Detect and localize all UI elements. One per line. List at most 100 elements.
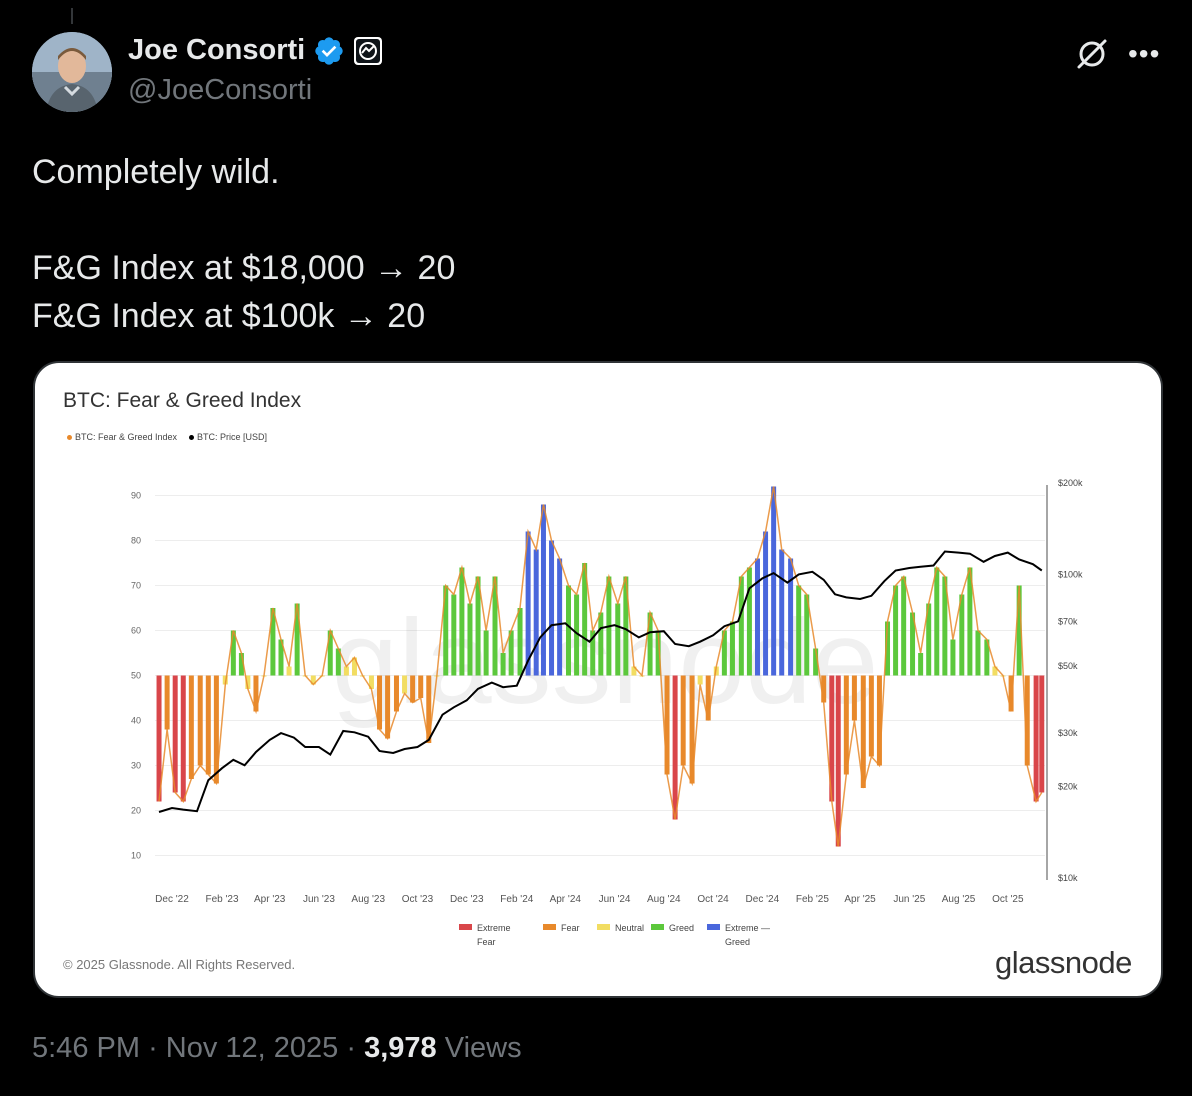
fng-bar <box>156 675 162 802</box>
y-right-tick-label: $200k <box>1058 478 1083 488</box>
zone-legend-label: Extreme — <box>725 923 770 933</box>
x-tick-label: Aug '24 <box>647 894 681 905</box>
fng-bar <box>615 603 621 676</box>
y-left-tick-label: 60 <box>131 626 141 636</box>
fng-bar <box>164 675 170 730</box>
x-tick-label: Apr '24 <box>550 894 582 905</box>
fng-bar <box>631 666 637 676</box>
glassnode-logo: glassnode <box>995 945 1132 980</box>
x-tick-label: Dec '23 <box>450 894 484 905</box>
x-tick-label: Jun '23 <box>303 894 335 905</box>
fng-bar <box>910 612 916 676</box>
fng-bar <box>788 558 794 676</box>
x-tick-label: Oct '24 <box>697 894 729 905</box>
legend-item-price: BTC: Price [USD] <box>189 432 267 442</box>
fng-bar <box>500 653 506 676</box>
author-handle[interactable]: @JoeConsorti <box>128 74 313 106</box>
verified-badge-icon[interactable] <box>313 35 345 67</box>
tweet-line <box>32 196 455 244</box>
fng-bar <box>549 540 555 676</box>
fng-bar <box>647 612 653 676</box>
fng-bar <box>245 675 251 689</box>
tweet-date[interactable]: Nov 12, 2025 <box>165 1032 339 1064</box>
tweet-line: Completely wild. <box>32 153 280 191</box>
tweet-time[interactable]: 5:46 PM <box>32 1032 140 1064</box>
fng-bar <box>230 630 236 676</box>
fng-bar <box>901 576 907 676</box>
y-left-tick-label: 40 <box>131 716 141 726</box>
fng-bar <box>508 630 514 676</box>
fng-bar <box>582 563 588 676</box>
fng-bar <box>172 675 178 793</box>
fng-bar <box>851 675 857 721</box>
fng-bar <box>967 567 973 676</box>
fng-bar <box>1024 675 1030 766</box>
fng-bar <box>992 666 998 676</box>
zone-legend-swatch <box>543 924 556 930</box>
fng-bar <box>689 675 695 784</box>
fng-bar <box>1039 675 1045 793</box>
fng-bar <box>1016 585 1022 676</box>
fng-bar <box>918 653 924 676</box>
media-card[interactable]: BTC: Fear & Greed Index BTC: Fear & Gree… <box>33 361 1163 998</box>
fng-bar <box>959 594 965 676</box>
series-legend: BTC: Fear & Greed Index BTC: Price [USD] <box>67 432 267 442</box>
fng-bar <box>804 594 810 676</box>
fng-bar <box>377 675 383 730</box>
y-left-tick-label: 70 <box>131 581 141 591</box>
fng-bar <box>746 567 752 676</box>
tweet-line: F&G Index at $100k → 20 <box>32 297 426 335</box>
zone-legend-swatch <box>459 924 472 930</box>
fng-bar <box>385 675 391 739</box>
fng-bar <box>950 639 956 676</box>
zone-legend-label: Neutral <box>615 923 644 933</box>
tweet-line: F&G Index at $18,000 → 20 <box>32 249 456 287</box>
fng-bar <box>754 558 760 676</box>
fng-bar <box>813 648 819 676</box>
legend-dot-icon <box>189 435 195 441</box>
views-label: Views <box>444 1032 522 1064</box>
fng-bar <box>843 675 849 775</box>
views-count: 3,978 <box>364 1032 437 1064</box>
fng-bar <box>294 603 300 676</box>
fng-bar <box>492 576 498 676</box>
fng-bar <box>213 675 219 784</box>
author-name[interactable]: Joe Consorti <box>128 34 306 66</box>
fng-bar <box>475 576 481 676</box>
grok-icon[interactable] <box>1074 36 1110 72</box>
fng-bar <box>860 675 866 788</box>
x-tick-label: Jun '25 <box>893 894 925 905</box>
fng-bar <box>590 630 596 676</box>
fng-bar <box>623 576 629 676</box>
fng-bar <box>672 675 678 820</box>
zone-legend-label: Fear <box>477 937 496 947</box>
y-left-tick-label: 20 <box>131 806 141 816</box>
affiliate-badge-icon[interactable] <box>353 36 383 66</box>
fng-bar <box>270 608 276 676</box>
fng-series-line <box>158 486 1043 847</box>
fng-bar <box>180 675 186 802</box>
fng-bar <box>680 675 686 766</box>
fng-bar <box>451 594 457 676</box>
fng-bar <box>368 675 374 689</box>
more-options-icon[interactable]: ••• <box>1128 38 1161 69</box>
fng-bar <box>402 675 408 694</box>
fng-bar <box>286 666 292 676</box>
x-tick-label: Jun '24 <box>599 894 631 905</box>
avatar[interactable] <box>32 32 112 112</box>
fng-bar <box>771 486 777 676</box>
y-left-tick-label: 80 <box>131 536 141 546</box>
y-right-tick-label: $70k <box>1058 616 1078 626</box>
fng-bar <box>343 666 349 676</box>
fng-bar <box>443 585 449 676</box>
fng-bar <box>197 675 203 766</box>
fng-bar <box>517 608 523 676</box>
legend-item-fng: BTC: Fear & Greed Index <box>67 432 177 442</box>
fng-bar <box>459 567 465 676</box>
fng-bar <box>393 675 399 712</box>
author-name-row: Joe Consorti <box>128 34 383 67</box>
fng-bar <box>310 675 316 685</box>
fng-bar <box>566 585 572 676</box>
zone-legend-swatch <box>651 924 664 930</box>
x-tick-label: Oct '25 <box>992 894 1024 905</box>
